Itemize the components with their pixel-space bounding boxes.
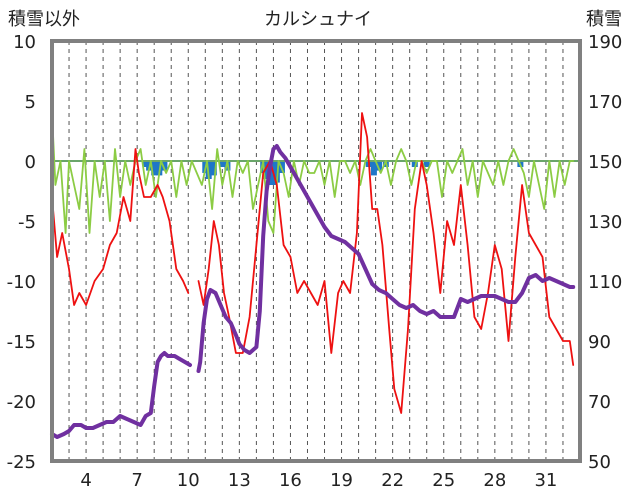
left-tick-label: 0 <box>25 152 36 173</box>
right-tick-label: 70 <box>588 392 611 413</box>
left-tick-label: -20 <box>7 392 36 413</box>
vertical-grid <box>68 41 564 461</box>
precip-bar <box>210 161 217 176</box>
x-tick-label: 16 <box>279 470 302 491</box>
left-tick-label: 10 <box>13 32 36 53</box>
precip-bar <box>423 161 430 167</box>
x-tick-label: 10 <box>177 470 200 491</box>
left-axis-ticks: 10 5 0 -5 -10 -15 -20 -25 <box>7 32 36 473</box>
left-tick-label: -5 <box>18 212 36 233</box>
right-axis-ticks: 190 170 150 130 110 90 70 50 <box>588 32 622 473</box>
temperature-line <box>51 148 190 306</box>
left-axis-label: 積雪以外 <box>8 9 80 30</box>
x-tick-label: 28 <box>483 470 506 491</box>
left-tick-label: -10 <box>7 272 36 293</box>
right-tick-label: 130 <box>588 212 622 233</box>
precip-bar <box>411 161 418 167</box>
right-tick-label: 90 <box>588 332 611 353</box>
x-tick-label: 25 <box>432 470 455 491</box>
precip-bar <box>263 161 270 179</box>
temperature-line <box>197 112 575 414</box>
snow-depth-line <box>196 144 576 373</box>
left-tick-label: -25 <box>7 452 36 473</box>
right-tick-label: 50 <box>588 452 611 473</box>
right-tick-label: 150 <box>588 152 622 173</box>
x-tick-label: 31 <box>534 470 557 491</box>
plot-frame <box>50 39 582 463</box>
x-tick-label: 19 <box>330 470 353 491</box>
left-tick-label: -15 <box>7 332 36 353</box>
x-axis-ticks: 4 7 10 13 16 19 22 25 28 31 <box>80 470 557 491</box>
precip-bar <box>161 161 168 171</box>
precip-bar <box>142 161 149 167</box>
precip-bar <box>219 161 226 167</box>
right-tick-label: 110 <box>588 272 622 293</box>
x-tick-label: 22 <box>381 470 404 491</box>
snow-depth-line <box>50 351 192 439</box>
series-lines <box>50 112 576 439</box>
x-tick-label: 7 <box>131 470 142 491</box>
right-axis-label: 積雪 <box>586 9 622 30</box>
left-tick-label: 5 <box>25 92 36 113</box>
right-tick-label: 170 <box>588 92 622 113</box>
precip-bar <box>151 161 158 176</box>
chart-title: カルシュナイ <box>264 9 372 30</box>
precip-bar <box>376 161 383 171</box>
right-tick-label: 190 <box>588 32 622 53</box>
x-tick-label: 13 <box>228 470 251 491</box>
precip-bar <box>370 161 377 176</box>
x-tick-label: 4 <box>80 470 91 491</box>
precip-bar <box>273 161 280 183</box>
